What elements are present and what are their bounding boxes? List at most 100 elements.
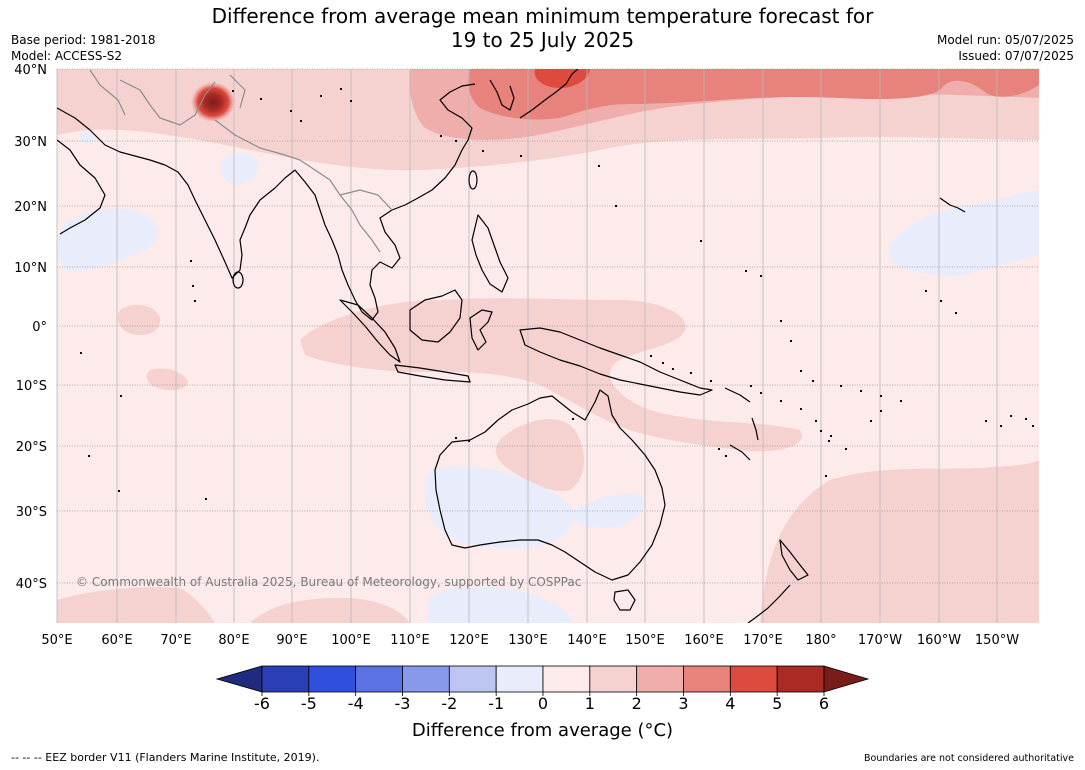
colorbar-low-extend [215, 665, 263, 693]
coast-taiwan [468, 170, 478, 190]
longitude-labels: 50°E 60°E 70°E 80°E 90°E 100°E 110°E 120°E 130°E… [41, 633, 1019, 648]
island-dot [745, 270, 747, 272]
colorbar-tick-label: -4 [348, 694, 364, 713]
colorbar-swatch [402, 665, 450, 693]
colorbar-swatch [589, 665, 638, 693]
coast-arabia [57, 139, 106, 235]
colorbar-swatch [495, 665, 544, 693]
island-dot [1000, 425, 1002, 427]
longitude-label: 150°W [975, 633, 1019, 648]
anomaly-negative-iran [80, 130, 95, 144]
coast-new-guinea [519, 327, 713, 396]
anomaly-band-1-2-australia [495, 419, 585, 491]
island-dot [290, 110, 292, 112]
island-dot [845, 448, 847, 450]
model-run: Model run: 05/07/2025 [936, 33, 1074, 47]
island-dot [662, 362, 664, 364]
colorbar-tick-label: -6 [254, 694, 270, 713]
island-dot [672, 368, 674, 370]
border-asia-5 [89, 69, 126, 116]
latitude-label: 30°N [14, 135, 47, 150]
colorbar-swatch [355, 665, 403, 693]
island-dot [825, 475, 827, 477]
island-dot [925, 290, 927, 292]
anomaly-negative-south-australia [428, 586, 572, 623]
anomaly-negative-arabian [57, 209, 158, 272]
anomaly-hotspot-5-6 [191, 82, 235, 122]
longitude-label: 130°E [508, 633, 548, 648]
island-dot [340, 88, 342, 90]
anomaly-band-1-2-patch [146, 368, 188, 391]
anomaly-band-1-2-sw-indian [57, 587, 215, 623]
coast-china [404, 83, 476, 206]
island-dot [615, 205, 617, 207]
title-line-2: 19 to 25 July 2025 [450, 28, 635, 52]
border-asia-6 [229, 74, 246, 109]
longitude-label: 170°E [743, 633, 783, 648]
island-dot [1010, 415, 1012, 417]
colorbar-swatch [542, 665, 591, 693]
coast-new-caledonia [729, 444, 751, 461]
island-dot [780, 320, 782, 322]
island-dot [725, 455, 727, 457]
island-dot [120, 395, 122, 397]
island-dot [800, 408, 802, 410]
colorbar-tick-label: 5 [772, 694, 782, 713]
meta-right: Model run: 05/07/2025 Issued: 07/07/2025 [937, 32, 1074, 64]
latitude-label: 20°S [16, 440, 47, 455]
island-dot [830, 435, 832, 437]
coast-myanmar [294, 169, 339, 256]
island-dot [88, 455, 90, 457]
boundaries-disclaimer: Boundaries are not considered authoritat… [864, 753, 1074, 764]
base-period: Base period: 1981-2018 [11, 33, 156, 47]
anomaly-band-1-2-maritime [300, 298, 802, 452]
island-dot [860, 390, 862, 392]
grid-lines [56, 68, 1039, 623]
island-dot [468, 440, 470, 442]
anomaly-band-4-5 [534, 69, 590, 88]
coast-sri-lanka [232, 271, 244, 289]
colorbar-tick-label: 1 [585, 694, 595, 713]
island-dot [710, 380, 712, 382]
island-dot [190, 260, 192, 262]
longitude-label: 80°E [218, 633, 249, 648]
colorbar-swatch [448, 665, 497, 693]
island-dot [840, 385, 842, 387]
eez-islands [80, 88, 1034, 500]
title-line-1: Difference from average mean minimum tem… [211, 4, 874, 28]
island-dot [205, 498, 207, 500]
longitude-label: 170°W [858, 633, 902, 648]
island-dot [760, 275, 762, 277]
colorbar-swatch [636, 665, 684, 693]
coast-new-zealand-south [747, 584, 791, 623]
island-dot [232, 90, 234, 92]
anomaly-band-1-2-indian [117, 304, 161, 336]
island-dot [812, 380, 814, 382]
coast-solomon [724, 387, 751, 403]
island-dot [520, 155, 522, 157]
island-dot [1032, 425, 1034, 427]
model-name: Model: ACCESS-S2 [11, 49, 123, 63]
coastlines [57, 69, 966, 623]
colorbar-tick-label: -3 [395, 694, 411, 713]
island-dot [700, 240, 702, 242]
issued-date: Issued: 07/07/2025 [958, 49, 1074, 63]
latitude-label: 40°N [14, 63, 47, 78]
coast-iran [57, 107, 166, 166]
latitude-label: 10°N [14, 261, 47, 276]
island-dot [598, 165, 600, 167]
coast-hawaii [939, 197, 966, 213]
longitude-label: 70°E [160, 633, 191, 648]
island-dot [870, 420, 872, 422]
map-area [57, 69, 1039, 623]
coast-india [164, 164, 296, 279]
colorbar-swatch [776, 665, 825, 693]
island-dot [828, 440, 830, 442]
longitude-label: 90°E [276, 633, 307, 648]
longitude-label: 140°E [567, 633, 607, 648]
anomaly-negative-west-australia [424, 465, 574, 549]
coast-borneo [409, 289, 463, 343]
anomaly-band-1-2-south-ind [250, 598, 410, 623]
island-dot [880, 395, 882, 397]
